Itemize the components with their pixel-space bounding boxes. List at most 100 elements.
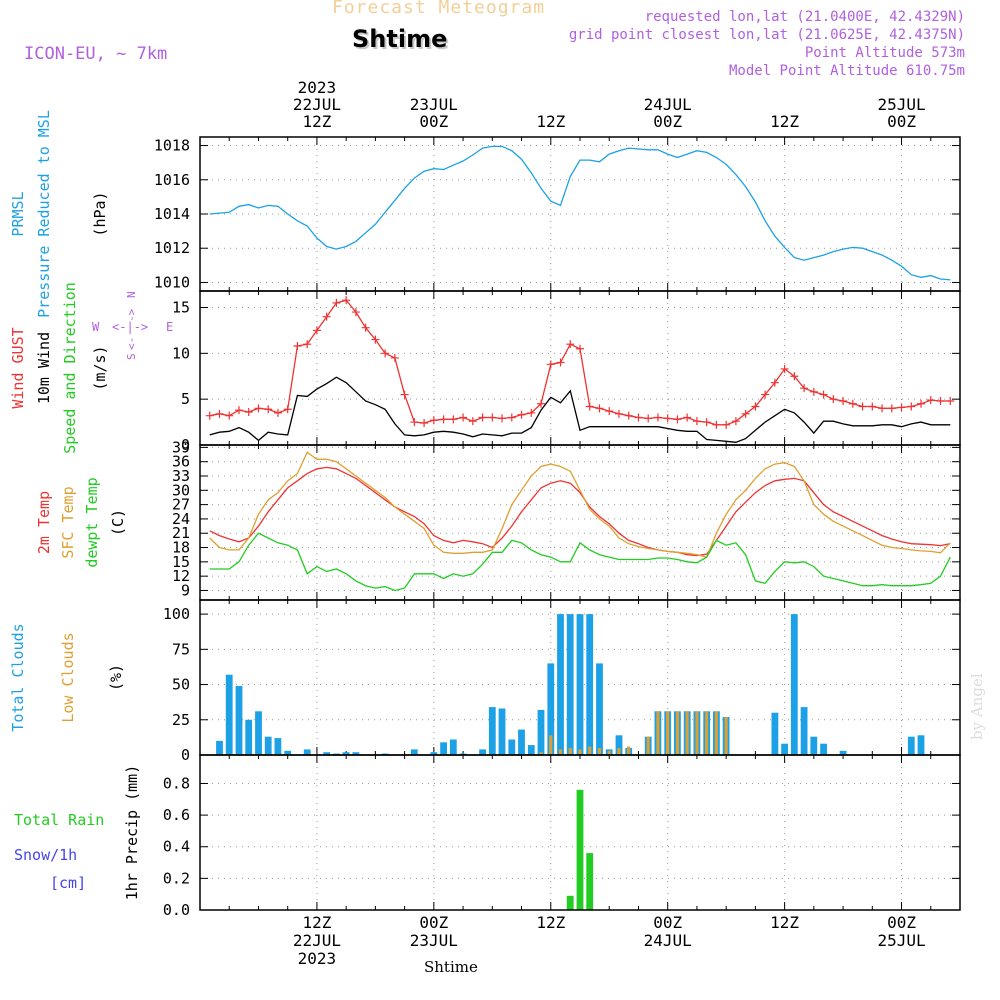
gust-marker xyxy=(770,378,779,387)
y-tick-label: 1012 xyxy=(154,239,190,257)
y-tick-label: 30 xyxy=(172,481,190,499)
gust-marker xyxy=(712,420,721,429)
bar-total-clouds xyxy=(839,750,847,755)
gust-marker xyxy=(634,413,643,422)
bar-low-clouds xyxy=(646,736,650,755)
gust-marker xyxy=(576,344,584,353)
bar-total-clouds xyxy=(508,739,516,755)
gust-marker xyxy=(507,413,516,422)
gust-marker xyxy=(868,402,877,411)
gust-marker xyxy=(819,390,828,399)
y-tick-label: 1010 xyxy=(154,273,190,291)
bottom-time-label: 25JUL xyxy=(877,931,925,950)
gust-marker xyxy=(614,409,623,418)
bar-total-clouds xyxy=(430,752,438,755)
y-axis-title: Total Clouds xyxy=(9,623,27,731)
bar-total-clouds xyxy=(566,614,574,755)
gust-marker xyxy=(527,408,536,417)
panel-5: 0.0 0.2 0.4 0.6 0.8 1hr Precip (mm) xyxy=(123,754,961,919)
gust-marker xyxy=(468,417,477,426)
snow-label: Snow/1h xyxy=(14,846,77,864)
bottom-time-label: 12Z xyxy=(770,913,799,932)
gust-marker xyxy=(449,415,458,424)
bar-total-clouds xyxy=(615,735,623,755)
gust-marker xyxy=(225,411,234,420)
bottom-time-label: 00Z xyxy=(653,913,682,932)
bar-low-clouds xyxy=(695,711,699,755)
gridpoint-coords: grid point closest lon,lat (21.0625E, 42… xyxy=(568,27,965,43)
gust-marker xyxy=(498,414,507,423)
gust-marker xyxy=(400,390,409,399)
bar-low-clouds xyxy=(568,748,572,755)
y-tick-label: 39 xyxy=(172,438,190,456)
y-axis-title: Pressure Reduced to MSL xyxy=(35,110,53,318)
snow-unit-label: [cm] xyxy=(50,874,86,892)
bar-low-clouds xyxy=(656,711,660,755)
gust-marker xyxy=(312,326,321,335)
top-time-label: 12Z xyxy=(536,112,565,131)
bar-total-clouds xyxy=(537,709,545,755)
y-tick-label: 27 xyxy=(172,496,190,514)
bar-total-clouds xyxy=(255,711,262,755)
bar-total-clouds xyxy=(342,752,350,755)
y-axis-title: (%) xyxy=(107,664,125,691)
bar-total-clouds xyxy=(323,752,331,755)
gust-marker xyxy=(332,298,341,307)
top-time-label: 2023 xyxy=(298,78,337,97)
gust-marker xyxy=(673,415,682,424)
gust-marker xyxy=(537,399,546,408)
compass-w: W xyxy=(92,320,100,334)
gust-marker xyxy=(381,349,390,358)
panel-frame xyxy=(199,754,961,911)
top-time-label: 24JUL xyxy=(644,95,692,114)
y-axis-title: 2m Temp xyxy=(35,491,53,554)
bar-total-clouds xyxy=(245,719,253,755)
bar-total-clouds xyxy=(284,750,292,755)
y-axis-title: 10m Wind xyxy=(35,332,53,404)
gust-marker xyxy=(459,413,468,422)
bottom-time-label: 23JUL xyxy=(410,931,458,950)
y-tick-label: 24 xyxy=(172,510,190,528)
y-axis-title: (m/s) xyxy=(91,345,109,390)
gust-marker xyxy=(731,417,740,426)
compass-arrow: -> xyxy=(125,308,138,322)
y-tick-label: 0.4 xyxy=(163,838,190,856)
y-tick-label: 0.0 xyxy=(163,901,190,919)
gust-marker xyxy=(751,402,760,411)
gust-marker xyxy=(702,418,711,427)
y-tick-label: 18 xyxy=(172,539,190,557)
gust-marker xyxy=(683,413,692,422)
compass-n: N xyxy=(125,291,138,298)
gust-marker xyxy=(234,406,243,415)
gust-marker xyxy=(429,416,438,425)
y-tick-label: 33 xyxy=(172,467,190,485)
y-tick-label: 5 xyxy=(181,390,190,408)
compass-center: <-|-> xyxy=(112,320,148,334)
gust-marker xyxy=(342,296,351,305)
y-tick-label: 0 xyxy=(181,746,190,764)
bar-total-clouds xyxy=(264,736,272,755)
y-axis-title: Speed and Direction xyxy=(61,282,79,454)
series-line-10m-wind xyxy=(209,376,951,443)
gust-marker xyxy=(907,402,916,411)
bar-total-clouds xyxy=(800,707,808,755)
point-altitude: Point Altitude 573m xyxy=(804,45,965,61)
bar-total-clouds xyxy=(771,712,779,755)
y-axis-title: Wind GUST xyxy=(9,327,27,408)
bar-total-clouds xyxy=(917,735,925,755)
bar-total-clouds xyxy=(216,740,223,755)
bar-total-clouds xyxy=(527,745,535,755)
y-tick-label: 0.6 xyxy=(163,806,190,824)
top-time-label: 00Z xyxy=(419,112,448,131)
gust-marker xyxy=(439,415,448,424)
y-tick-label: 0 xyxy=(181,436,190,454)
bar-total-clouds xyxy=(557,614,564,755)
gust-marker xyxy=(692,417,701,426)
bar-low-clouds xyxy=(666,711,670,755)
top-time-label: 22JUL xyxy=(293,95,341,114)
bar-total-clouds xyxy=(440,742,447,755)
bar-total-clouds xyxy=(449,739,457,755)
gust-marker xyxy=(897,403,906,412)
gust-marker xyxy=(273,408,282,417)
